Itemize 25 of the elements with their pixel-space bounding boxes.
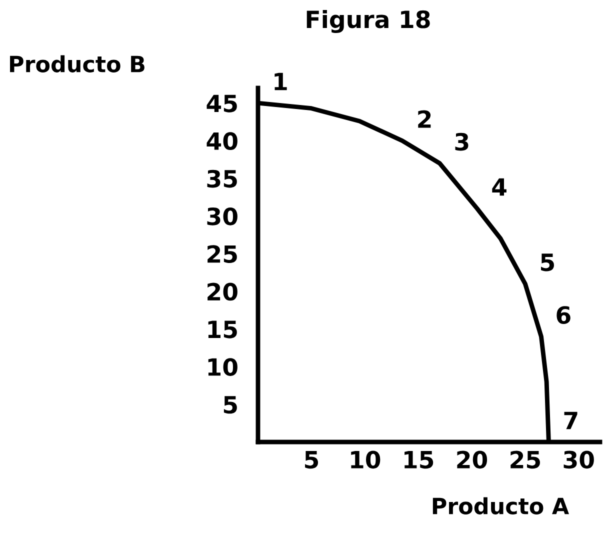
y-tick-label: 40 [206, 132, 238, 150]
y-tick-label: 45 [206, 94, 237, 112]
x-tick-label: 30 [564, 450, 594, 469]
y-tick-label: 25 [208, 245, 237, 264]
y-tick-label: 20 [208, 282, 238, 301]
y-tick-label: 35 [207, 170, 237, 188]
annotation: 4 [492, 178, 506, 196]
x-tick-label: 20 [457, 450, 488, 469]
x-tick-label: 15 [404, 451, 434, 469]
y-axis-title: Producto B [10, 55, 144, 72]
x-tick-label: 10 [351, 450, 380, 469]
annotation: 6 [556, 306, 570, 324]
y-tick-label: 30 [207, 207, 238, 226]
annotation: 1 [274, 72, 287, 90]
annotation: 5 [541, 254, 554, 272]
y-tick-label: 15 [208, 320, 237, 338]
y-tick-label: 10 [208, 358, 238, 376]
annotation: 3 [455, 132, 468, 151]
x-axis-title: Producto A [432, 497, 570, 514]
x-tick-label: 5 [305, 451, 318, 469]
y-tick-label: 5 [224, 396, 237, 414]
annotation: 2 [418, 110, 431, 128]
x-tick-label: 25 [510, 450, 540, 469]
chart-title: Figura 18 [306, 10, 430, 34]
annotation: 7 [564, 412, 578, 430]
